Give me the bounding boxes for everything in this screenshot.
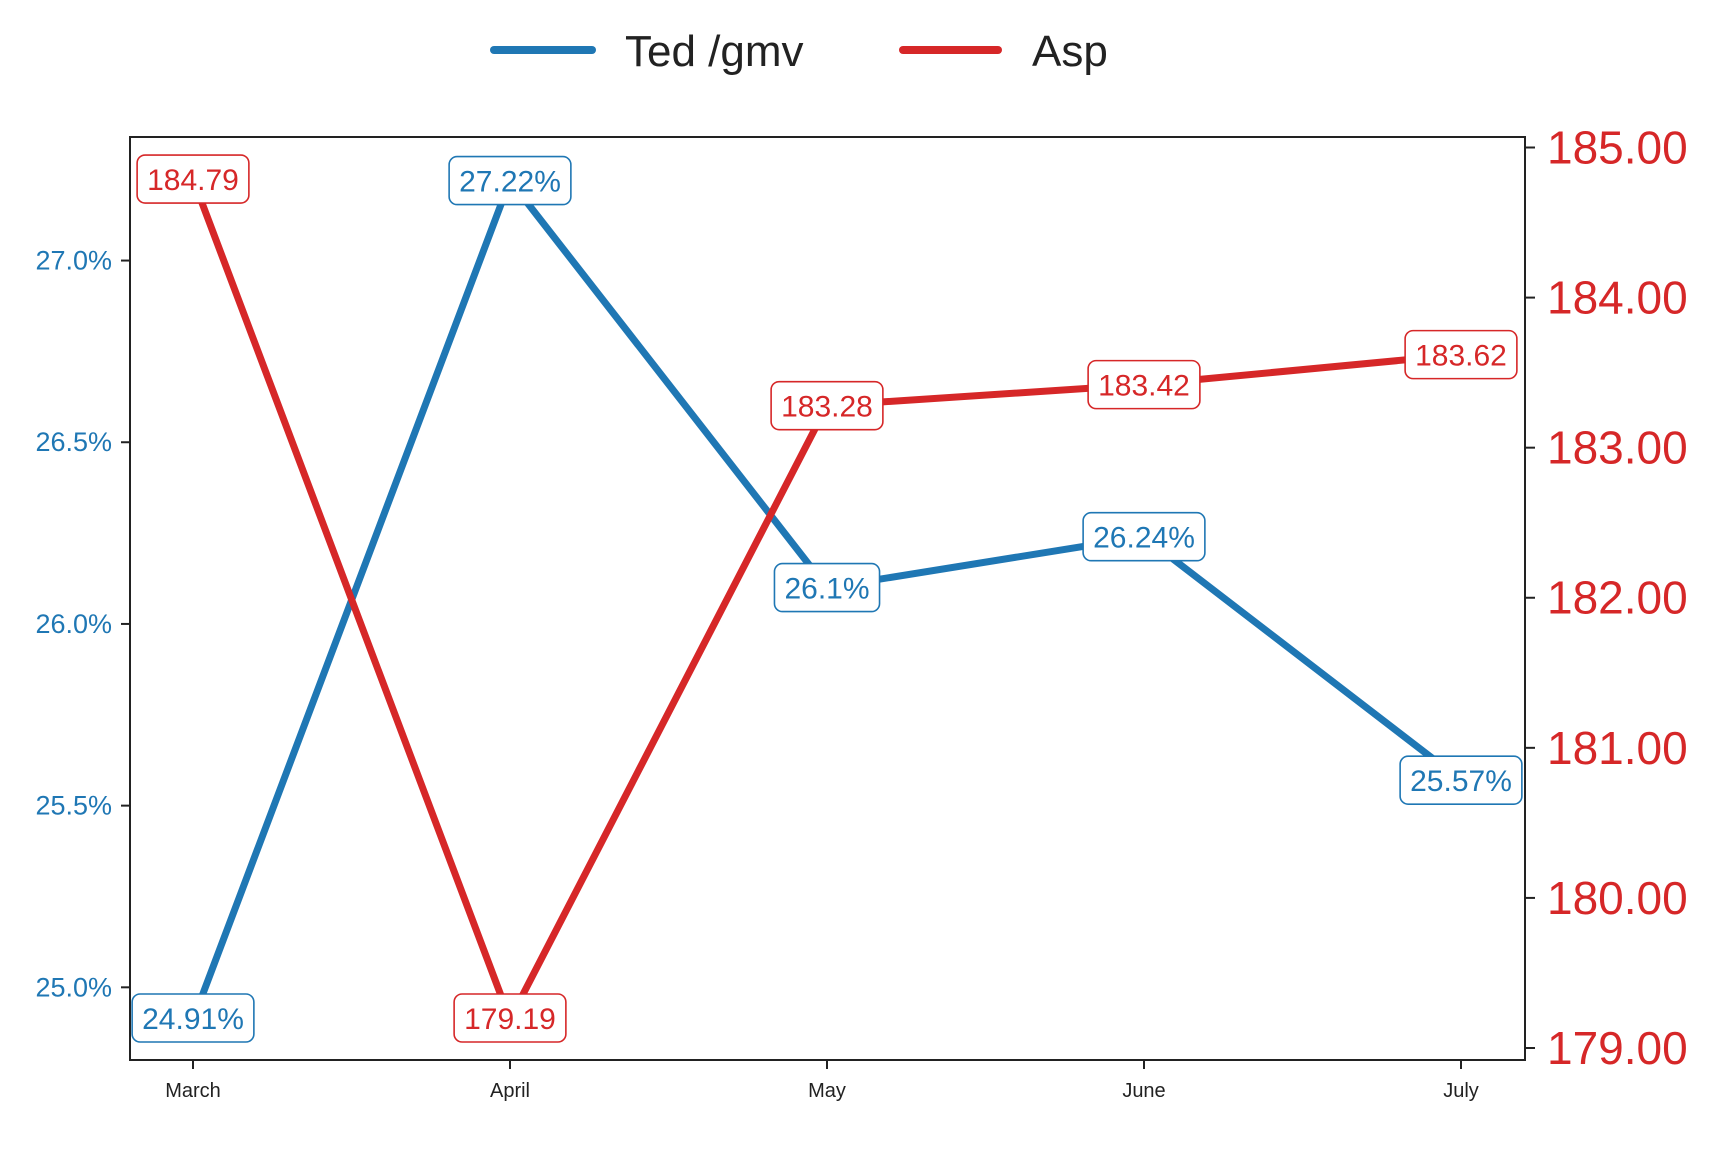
data-label-text: 183.42 [1098,370,1190,403]
x-tick-label: May [808,1080,846,1102]
y-right-tick-label: 180.00 [1547,872,1688,924]
data-label-box [1404,329,1518,380]
data-label-text: 27.22% [459,166,561,199]
y-right-tick-label: 184.00 [1547,272,1688,324]
data-label-text: 26.1% [784,573,869,606]
data-label-box [453,993,567,1043]
y-right-tick-label: 183.00 [1547,422,1688,474]
data-labels: 24.91% 27.22% 26.1% 26.24% 25.57% 184.79 179.1… [131,154,1523,1043]
data-label-text: 24.91% [142,1003,244,1036]
x-tick-label: March [165,1080,221,1102]
x-tick-label: July [1443,1080,1479,1102]
data-label-1-1: 179.19 [453,993,567,1043]
y-right-tick-label: 179.00 [1547,1022,1688,1074]
data-label-text: 183.28 [781,391,873,424]
data-label-0-0: 24.91% [131,993,255,1043]
data-label-1-3: 183.42 [1087,359,1201,410]
data-label-box [770,380,884,431]
data-label-0-4: 25.57% [1399,755,1523,805]
data-label-text: 179.19 [464,1003,556,1036]
y-left-tick-label: 25.0% [35,972,112,1002]
y-left-tick-label: 26.0% [35,609,112,639]
data-label-box [1087,359,1201,410]
legend-label: Ted /gmv [625,27,804,76]
data-label-1-0: 184.79 [136,154,250,204]
data-label-box [448,155,572,206]
legend-entry-1: Asp [899,27,1108,76]
y-right-tick-label: 185.00 [1547,122,1688,174]
y-right-tick-label: 182.00 [1547,572,1688,624]
data-label-1-2: 183.28 [770,380,884,431]
data-label-text: 25.57% [1410,765,1512,798]
data-label-text: 184.79 [147,164,239,197]
legend-entry-0: Ted /gmv [490,27,804,76]
x-tick-label: June [1122,1080,1165,1102]
y-left-tick-label: 27.0% [35,246,112,276]
x-tick-label: April [490,1080,530,1102]
y-right-tick-label: 181.00 [1547,722,1688,774]
legend: Ted /gmv Asp [490,27,1108,76]
y-left-tick-label: 26.5% [35,427,112,457]
data-label-1-4: 183.62 [1404,329,1518,380]
data-label-box [1082,511,1206,562]
legend-label: Asp [1032,27,1108,76]
data-label-box [131,993,255,1043]
axes: March April May June July 25.0% 25.5% 26.0% 26.5… [35,122,1687,1102]
data-label-box [136,154,250,204]
data-label-text: 26.24% [1093,522,1195,555]
data-label-text: 183.62 [1415,340,1507,373]
data-label-box [773,562,881,613]
data-label-0-1: 27.22% [448,155,572,206]
data-label-0-2: 26.1% [773,562,881,613]
y-left-tick-label: 25.5% [35,791,112,821]
data-label-box [1399,755,1523,805]
data-label-0-3: 26.24% [1082,511,1206,562]
